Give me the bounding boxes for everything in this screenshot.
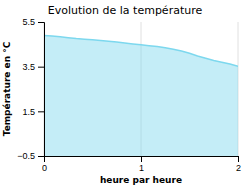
tick: 5.5 [22,17,44,27]
x-axis: 0 1 2 [42,156,241,173]
tick-label: 2 [236,163,241,173]
tick-mark [38,67,44,68]
axis-line [45,157,239,163]
x-axis-title: heure par heure [100,175,182,185]
tick-label: 0 [42,163,47,173]
axis-line [38,23,45,157]
tick: 2 [236,156,241,173]
line [44,35,238,66]
title: Evolution de la température [48,4,203,17]
grid [44,22,238,156]
chart: 0 1 2 −0.5 1.5 3.5 5.5 Evolution de la températ… [0,0,250,188]
tick: −0.5 [17,151,44,161]
y-axis-title: Température en °C [2,41,12,136]
area [44,35,238,156]
tick-label: 1 [139,163,144,173]
tick-mark [38,156,44,157]
tick: 1 [139,156,144,173]
tick-label: −0.5 [17,151,35,161]
tick: 0 [42,156,47,173]
tick-label: 5.5 [22,17,35,27]
tick: 1.5 [22,107,44,117]
tick-mark [238,156,239,162]
tick-mark [38,111,44,112]
y-axis: −0.5 1.5 3.5 5.5 [17,17,44,161]
tick-mark [38,22,44,23]
tick-label: 3.5 [22,62,35,72]
tick: 3.5 [22,62,44,72]
tick-label: 1.5 [22,107,35,117]
marks [44,35,238,156]
plot: 0 1 2 −0.5 1.5 3.5 5.5 [17,17,241,173]
tick-mark [141,156,142,162]
